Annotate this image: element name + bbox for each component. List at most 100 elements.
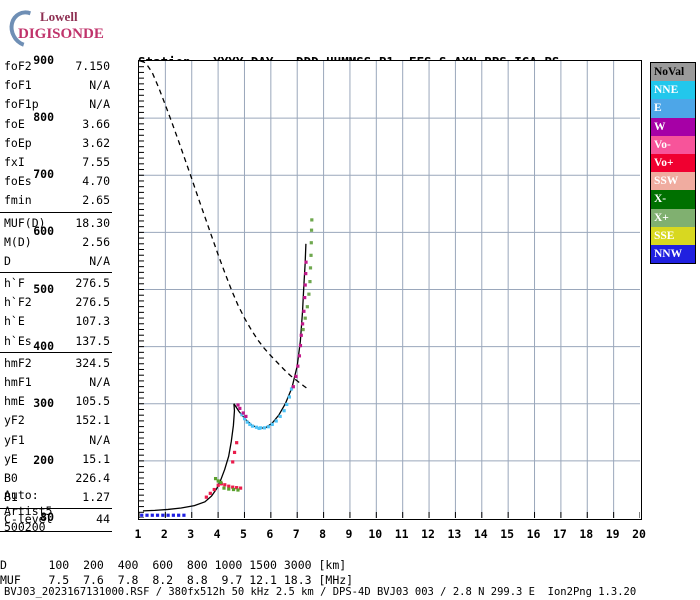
param-value: 226.4 [75, 470, 110, 485]
param-value: 7.150 [75, 59, 110, 73]
param-divider [0, 530, 112, 532]
param-name: fxI [4, 154, 25, 169]
param-row-foes: foEs 4.70 [0, 172, 112, 191]
auto-block-line-0: Auto: [4, 488, 39, 502]
x-axis-tick-18: 18 [579, 527, 594, 541]
x-axis-tick-16: 16 [526, 527, 541, 541]
param-divider [0, 211, 112, 213]
param-value: 324.5 [75, 355, 110, 370]
param-value: N/A [89, 253, 110, 268]
x-axis-tick-7: 7 [292, 527, 300, 541]
param-value: 4.70 [82, 174, 110, 189]
param-row-hes: h`Es 137.5 [0, 332, 112, 351]
legend-item-e[interactable]: E [651, 99, 695, 118]
param-value: 2.65 [82, 193, 110, 208]
legend-item-vo[interactable]: Vo+ [651, 153, 695, 173]
param-row-hmf1: hmF1 N/A [0, 373, 112, 392]
logo-digisonde-text: DIGISONDE [18, 26, 104, 42]
legend-item-ssw[interactable]: SSW [651, 172, 695, 191]
param-name: yF1 [4, 432, 25, 447]
auto-block-line-2: 500200 [4, 520, 46, 534]
param-row-hmf2: hmF2 324.5 [0, 354, 112, 373]
polarization-legend[interactable]: NoVal NNE E W Vo- Vo+ SSW X- X+ SSE NNW [650, 62, 696, 265]
param-row-yf1: yF1 N/A [0, 431, 112, 450]
param-value: 1.27 [82, 490, 110, 505]
x-axis-tick-8: 8 [319, 527, 327, 541]
param-name: foEs [4, 174, 32, 189]
param-row-hme: hmE 105.5 [0, 392, 112, 411]
legend-item-noval[interactable]: NoVal [651, 63, 695, 82]
param-value: 137.5 [75, 333, 110, 348]
x-axis-tick-14: 14 [473, 527, 488, 541]
param-row-hf2: h`F2 276.5 [0, 293, 112, 312]
legend-item-x[interactable]: X- [651, 190, 695, 209]
param-value: 105.5 [75, 394, 110, 409]
legend-item-x[interactable]: X+ [651, 208, 695, 227]
param-name: foF2 [4, 59, 32, 73]
muf-footer-table: D 100 200 400 600 800 1000 1500 3000 [km… [0, 558, 353, 588]
param-value: 18.30 [75, 215, 110, 230]
legend-item-sse[interactable]: SSE [651, 226, 695, 245]
param-row-ye: yE 15.1 [0, 450, 112, 469]
x-axis-tick-11: 11 [394, 527, 409, 541]
y-axis-tick-500: 500 [33, 281, 54, 296]
param-name: D [4, 253, 11, 268]
ionogram-canvas [139, 61, 640, 518]
x-axis-tick-3: 3 [187, 527, 195, 541]
x-axis-tick-6: 6 [266, 527, 274, 541]
param-name: fmin [4, 193, 32, 208]
y-axis-tick-300: 300 [33, 395, 54, 410]
param-row-b1: B1 1.27 [0, 488, 112, 507]
param-name: C-level [4, 512, 53, 527]
param-name: foF1p [4, 97, 39, 112]
param-row-hf: h`F 276.5 [0, 274, 112, 293]
param-name: foF1 [4, 78, 32, 93]
param-row-foe: foE 3.66 [0, 115, 112, 134]
param-name: B0 [4, 470, 18, 485]
param-name: h`Es [4, 333, 32, 348]
param-row-d: D N/A [0, 252, 112, 271]
x-axis-tick-15: 15 [500, 527, 515, 541]
legend-item-nne[interactable]: NNE [651, 81, 695, 100]
y-axis-tick-700: 700 [33, 167, 54, 182]
param-name: foEp [4, 135, 32, 150]
y-axis-tick-900: 900 [33, 53, 54, 67]
legend-item-vo[interactable]: Vo- [651, 135, 695, 154]
param-value: 15.1 [82, 451, 110, 466]
ionogram-plot[interactable] [138, 60, 642, 520]
param-name: h`F2 [4, 295, 32, 310]
param-row-fxi: fxI 7.55 [0, 153, 112, 172]
legend-item-w[interactable]: W [651, 117, 695, 136]
param-name: hmE [4, 394, 25, 409]
footer-muf-row: MUF 7.5 7.6 7.8 8.2 8.8 9.7 12.1 18.3 [M… [0, 573, 354, 587]
param-name: B1 [4, 490, 18, 505]
param-row-fof1: foF1 N/A [0, 76, 112, 95]
param-value: N/A [89, 375, 110, 389]
x-axis-tick-20: 20 [632, 527, 646, 541]
x-axis-tick-19: 19 [605, 527, 620, 541]
parameter-table: foF2 7.150 foF1 N/A foF1p N/A foE 3.66 foEp 3.62 f… [0, 57, 112, 533]
footer-distance-row: D 100 200 400 600 800 1000 1500 3000 [km… [0, 558, 347, 572]
param-value: 3.62 [82, 135, 110, 150]
param-row-mufd: MUF(D) 18.30 [0, 214, 112, 233]
auto-block-line-1: Artist5 [4, 504, 53, 518]
x-axis-tick-17: 17 [552, 527, 567, 541]
y-axis-tick-800: 800 [33, 110, 54, 125]
param-value: 107.3 [75, 314, 110, 329]
y-axis-tick-200: 200 [33, 452, 54, 467]
param-value: 276.5 [75, 295, 110, 310]
legend-item-nnw[interactable]: NNW [651, 244, 695, 264]
param-name: h`E [4, 314, 25, 329]
param-row-md: M(D) 2.56 [0, 233, 112, 252]
param-row-foep: foEp 3.62 [0, 134, 112, 153]
y-axis-tick-400: 400 [33, 338, 54, 353]
param-value: 7.55 [82, 154, 110, 169]
param-row-yf2: yF2 152.1 [0, 411, 112, 430]
param-value: 3.66 [82, 116, 110, 131]
param-divider [0, 272, 112, 274]
x-axis-tick-4: 4 [213, 527, 221, 541]
x-axis-tick-9: 9 [345, 527, 353, 541]
param-value: 276.5 [75, 276, 110, 291]
param-name: M(D) [4, 234, 32, 249]
param-row-he: h`E 107.3 [0, 312, 112, 331]
